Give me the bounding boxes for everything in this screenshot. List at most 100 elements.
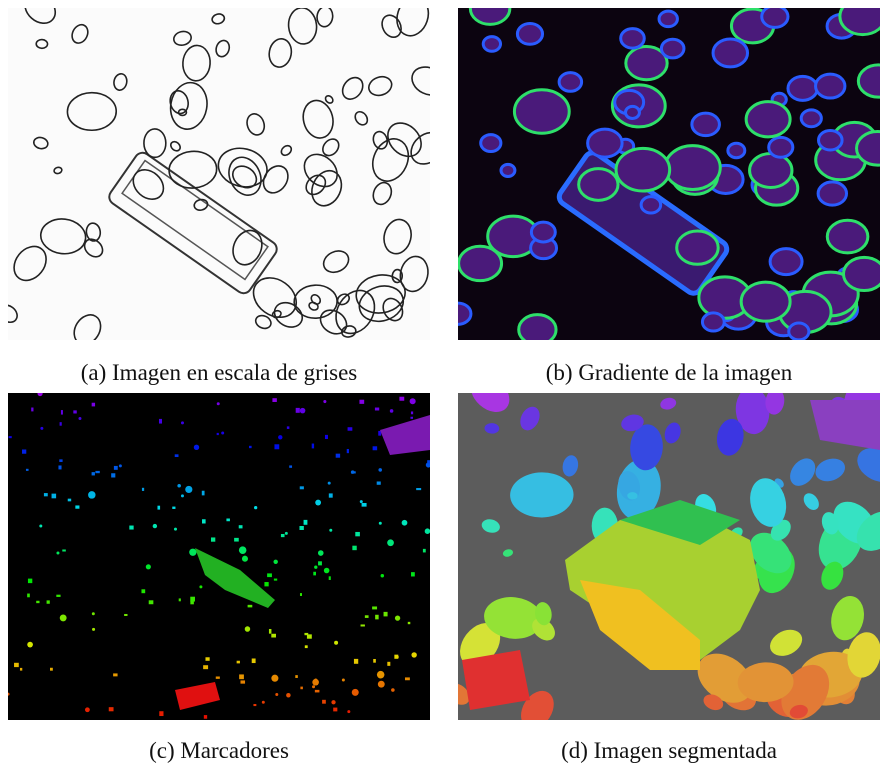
marker bbox=[236, 660, 240, 664]
marker bbox=[289, 465, 293, 468]
marker bbox=[238, 546, 247, 554]
blob bbox=[268, 37, 293, 68]
marker bbox=[177, 483, 181, 488]
marker bbox=[347, 427, 353, 431]
caption: (b) Gradiente de la imagen bbox=[546, 360, 793, 385]
marker bbox=[226, 518, 230, 522]
segment bbox=[716, 418, 744, 456]
blob bbox=[399, 255, 429, 293]
segment bbox=[458, 683, 470, 705]
marker bbox=[410, 416, 414, 419]
marker bbox=[56, 551, 60, 555]
marker bbox=[323, 567, 330, 574]
blob bbox=[24, 8, 57, 25]
marker bbox=[216, 432, 219, 436]
blob bbox=[841, 255, 880, 293]
marker bbox=[409, 398, 416, 405]
panel-b-content bbox=[458, 8, 880, 340]
marker bbox=[314, 689, 320, 693]
marker bbox=[159, 711, 164, 717]
segment bbox=[660, 397, 677, 410]
marker bbox=[37, 393, 43, 397]
marker bbox=[190, 600, 194, 605]
blob bbox=[748, 151, 794, 189]
marker bbox=[299, 407, 306, 414]
marker bbox=[394, 615, 401, 621]
blob bbox=[512, 88, 571, 135]
marker bbox=[306, 634, 312, 639]
marker bbox=[195, 548, 275, 608]
panel-d-content bbox=[458, 393, 880, 720]
marker bbox=[175, 682, 220, 710]
marker bbox=[193, 444, 200, 451]
marker bbox=[286, 693, 291, 698]
blob bbox=[368, 75, 393, 97]
marker bbox=[251, 658, 256, 664]
blob bbox=[324, 94, 334, 104]
blob bbox=[372, 181, 393, 206]
marker bbox=[275, 693, 279, 697]
marker bbox=[158, 418, 163, 424]
marker bbox=[425, 462, 430, 468]
marker bbox=[113, 465, 118, 470]
marker bbox=[22, 449, 27, 454]
marker bbox=[215, 676, 220, 679]
blob bbox=[499, 162, 517, 178]
marker bbox=[173, 527, 177, 531]
caption: (d) Imagen segmentada bbox=[561, 738, 777, 763]
blob bbox=[639, 195, 663, 215]
blob bbox=[396, 8, 430, 37]
marker bbox=[59, 614, 67, 622]
marker bbox=[56, 594, 61, 597]
blob bbox=[624, 45, 669, 82]
blob bbox=[663, 144, 722, 191]
marker bbox=[295, 675, 298, 678]
blob bbox=[614, 146, 672, 193]
marker bbox=[244, 626, 251, 632]
blob bbox=[468, 8, 512, 26]
blob bbox=[193, 198, 209, 211]
marker bbox=[355, 531, 360, 537]
blob bbox=[479, 133, 503, 154]
blob bbox=[410, 131, 430, 165]
marker bbox=[73, 410, 77, 414]
marker bbox=[141, 589, 146, 594]
blob bbox=[458, 244, 504, 283]
marker bbox=[314, 565, 318, 569]
blob bbox=[700, 311, 726, 333]
marker bbox=[43, 493, 48, 497]
marker bbox=[271, 633, 276, 638]
marker bbox=[273, 559, 278, 565]
marker bbox=[323, 399, 327, 404]
segment bbox=[664, 422, 681, 444]
blob bbox=[355, 274, 406, 314]
segment bbox=[580, 580, 700, 670]
marker bbox=[359, 399, 365, 404]
blob bbox=[855, 130, 880, 167]
blob bbox=[799, 108, 823, 129]
blob bbox=[168, 150, 218, 189]
marker bbox=[240, 680, 246, 684]
marker bbox=[327, 481, 331, 485]
blob bbox=[481, 35, 503, 53]
blob bbox=[726, 141, 747, 160]
segment bbox=[749, 532, 792, 574]
marker bbox=[374, 407, 380, 411]
marker bbox=[375, 614, 379, 620]
marker bbox=[152, 523, 158, 529]
marker bbox=[364, 615, 369, 618]
marker bbox=[91, 472, 95, 476]
blob bbox=[675, 229, 720, 266]
blob bbox=[35, 38, 49, 50]
segment bbox=[735, 393, 770, 435]
marker bbox=[67, 498, 72, 502]
marker bbox=[50, 667, 53, 671]
blob bbox=[83, 238, 104, 258]
segment bbox=[781, 664, 830, 720]
structure bbox=[108, 151, 278, 295]
marker bbox=[318, 561, 322, 566]
segment bbox=[510, 472, 574, 518]
blob bbox=[287, 8, 318, 45]
marker bbox=[27, 593, 30, 598]
marker bbox=[353, 658, 359, 664]
